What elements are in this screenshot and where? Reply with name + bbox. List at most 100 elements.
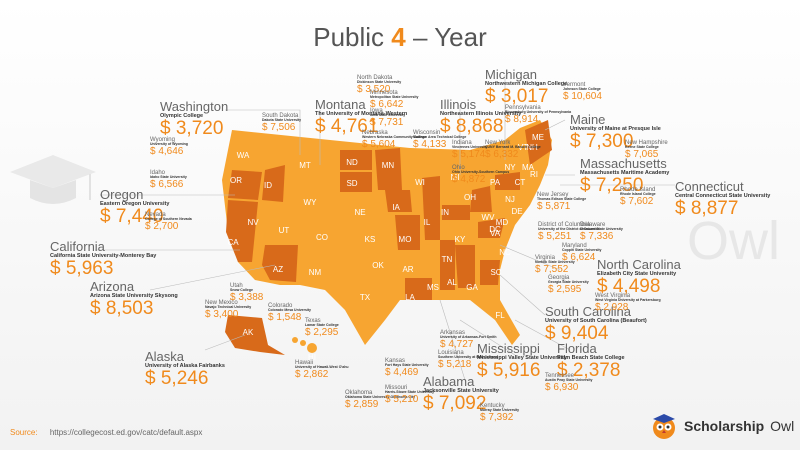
state-abbr-al: AL	[447, 278, 457, 287]
state-name: Arizona	[90, 279, 135, 294]
hawaii-shape	[292, 337, 317, 353]
state-name: Hawaii	[295, 360, 314, 366]
alaska-shape	[225, 315, 285, 355]
tuition-amount: $ 3,400	[205, 308, 239, 320]
school-name: Mississippi Valley State University	[477, 354, 567, 361]
tuition-amount: $ 8,877	[675, 198, 739, 220]
tuition-amount: $ 2,295	[305, 326, 339, 338]
state-abbr-ny: NY	[504, 163, 516, 172]
tuition-amount: $ 8,868	[440, 116, 504, 138]
tuition-amount: $ 3,520	[357, 83, 391, 95]
state-label-montana: Montana The University of Montana-Wester…	[315, 98, 407, 137]
tuition-amount: $ 4,498	[597, 276, 661, 298]
state-name: Oregon	[100, 187, 144, 202]
state-name: Washington	[160, 99, 229, 114]
tuition-amount: $ 7,392	[480, 411, 514, 423]
state-name: Louisiana	[438, 350, 464, 356]
source-url[interactable]: https://collegecost.ed.gov/catc/default.…	[49, 428, 203, 437]
state-label-small: Iowa Iowa State University $ 7,731	[370, 108, 405, 128]
tuition-amount: $ 2,859	[345, 398, 379, 410]
source-line: Source: https://collegecost.ed.gov/catc/…	[10, 428, 202, 437]
state-abbr-mn: MN	[382, 161, 395, 170]
state-name: Wyoming	[150, 137, 175, 143]
state-abbr-tn: TN	[442, 255, 453, 264]
state-name: Utah	[230, 283, 243, 289]
state-label-small: South Dakota Dakota State University $ 7,5…	[262, 113, 301, 133]
state-abbr-nd: ND	[346, 158, 358, 167]
tuition-amount: $ 7,440	[100, 206, 164, 228]
state-label-small: Oklahoma Oklahoma State University-Oklaho…	[345, 390, 415, 410]
school-name: University of South Carolina (Beaufort)	[545, 317, 647, 324]
state-name: Illinois	[440, 97, 477, 112]
state-abbr-nc: NC	[499, 248, 511, 257]
tuition-amount: $ 7,092	[423, 393, 487, 415]
school-name: California State University-Monterey Bay	[50, 252, 157, 259]
school-name: Madison Area Technical College	[413, 135, 467, 140]
dark-states	[226, 120, 552, 300]
state-abbr-mt: MT	[299, 161, 311, 170]
school-name: Johnson State College	[563, 87, 601, 92]
state-abbr-fl: FL	[495, 311, 505, 320]
school-name: Central Connecticut State University	[675, 192, 771, 199]
owl-logo-icon	[653, 414, 675, 439]
state-name: Colorado	[268, 303, 293, 309]
state-label-connecticut: Connecticut Central Connecticut State Un…	[675, 180, 770, 219]
state-label-small: New Jersey Thomas Edison State College $ 5…	[537, 192, 586, 212]
brand-logo: Scholarship Owl	[650, 412, 794, 440]
tuition-amount: $ 6,332	[485, 148, 519, 160]
state-label-oregon: Oregon Eastern Oregon University $ 7,440	[100, 188, 169, 227]
tuition-amount: $ 5,210	[385, 393, 419, 405]
state-label-florida: Florida Palm Beach State College $ 2,378	[557, 342, 625, 381]
state-abbr-wy: WY	[304, 198, 318, 207]
school-name: Colorado Mesa University	[268, 308, 311, 313]
tuition-amount: $ 5,604	[362, 138, 396, 150]
school-name: Coppin State University	[562, 248, 602, 253]
state-abbr-va: VA	[490, 229, 501, 238]
state-name: Nebraska	[362, 130, 388, 136]
state-label-california: California California State University-M…	[50, 240, 156, 279]
tuition-amount: $ 4,469	[385, 366, 419, 378]
state-abbr-az: AZ	[273, 265, 283, 274]
state-label-small: Georgia Georgia State University $ 2,595	[548, 275, 589, 295]
state-name: Texas	[305, 318, 321, 324]
state-label-small: Vermont Johnson State College $ 10,604	[563, 82, 602, 102]
tuition-amount: $ 7,731	[370, 116, 404, 128]
school-name: Northwestern Michigan College	[485, 80, 568, 87]
state-label-small: Idaho Idaho State University $ 6,566	[150, 170, 187, 190]
state-abbr-wa: WA	[237, 151, 250, 160]
tuition-amount: $ 4,133	[413, 138, 447, 150]
state-abbr-nv: NV	[247, 218, 259, 227]
state-name: Virginia	[535, 255, 555, 261]
state-label-small: Missouri Harris-Stowe State University $ 5…	[385, 385, 434, 405]
state-label-mississippi: Mississippi Mississippi Valley State Uni…	[477, 342, 567, 381]
tuition-amount: $ 5,246	[145, 368, 209, 390]
watermark-text: Owl	[687, 211, 780, 271]
state-label-small: Indiana Vincennes University $ 5,174	[452, 140, 487, 160]
state-label-washington: Washington Olympic College $ 3,720	[160, 100, 228, 139]
state-name: Maryland	[562, 243, 587, 249]
school-name: Vincennes University	[452, 145, 488, 150]
state-abbr-ms: MS	[427, 283, 439, 292]
school-name: Harris-Stowe State University	[385, 390, 435, 395]
tuition-amount: $ 2,928	[595, 301, 629, 313]
state-label-small: New York CUNY Bernard M. Baruch College $ …	[485, 140, 541, 160]
state-abbr-dc: DC	[489, 225, 501, 234]
state-abbr-me: ME	[532, 133, 544, 142]
tuition-amount: $ 9,404	[545, 323, 609, 345]
state-label-north-carolina: North Carolina Elizabeth City State Univ…	[597, 258, 681, 297]
state-label-small: Virginia Norfolk State University $ 7,552	[535, 255, 575, 275]
state-label-massachusetts: Massachusetts Massachusetts Maritime Aca…	[580, 157, 669, 196]
tuition-amount: $ 2,862	[295, 368, 329, 380]
state-name: Florida	[557, 341, 597, 356]
state-label-small: Nebraska Western Nebraska Community Colle…	[362, 130, 426, 150]
state-name: Arkansas	[440, 330, 466, 336]
state-abbr-ma: MA	[522, 163, 535, 172]
state-abbr-wv: WV	[482, 213, 496, 222]
school-name: University of Alaska Fairbanks	[145, 362, 225, 369]
state-name: Nevada	[145, 212, 166, 218]
state-name: Minnesota	[370, 90, 398, 96]
school-name: Elizabeth City State University	[597, 270, 677, 277]
state-abbr-ky: KY	[455, 235, 466, 244]
state-label-alaska: Alaska University of Alaska Fairbanks $ …	[145, 350, 225, 389]
